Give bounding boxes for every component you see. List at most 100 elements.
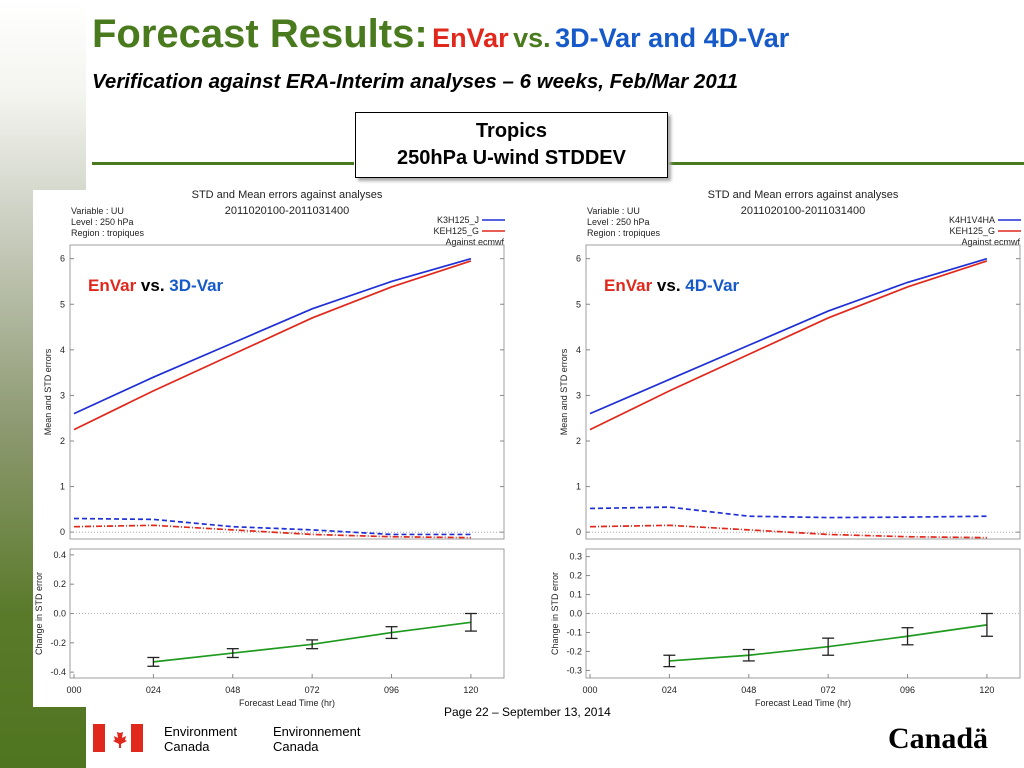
x-axis-label: Forecast Lead Time (hr) [755, 698, 851, 708]
chart-title: STD and Mean errors against analyses [708, 189, 899, 201]
comparison-label-part: 4D-Var [685, 276, 739, 295]
y-tick-label: -0.2 [566, 646, 582, 656]
x-tick-label: 096 [900, 685, 915, 695]
y-tick-label: 6 [576, 254, 581, 264]
info-line: Region : tropiques [587, 228, 661, 238]
comparison-label-part: 3D-Var [169, 276, 223, 295]
legend-label: KEH125_G [949, 226, 995, 236]
wordmark-text: Canadä [888, 722, 989, 755]
y-tick-label: 5 [60, 299, 65, 309]
y-tick-label: 3 [60, 390, 65, 400]
legend-label: K4H1V4HA [949, 215, 995, 225]
y-axis-label: Mean and STD errors [43, 348, 53, 435]
y-tick-label: 0.2 [569, 571, 582, 581]
y-tick-label: -0.3 [566, 665, 582, 675]
x-tick-label: 072 [821, 685, 836, 695]
comparison-label-part: vs. [652, 276, 685, 295]
chart-period: 2011020100-2011031400 [225, 205, 349, 217]
top-plot-frame [585, 244, 1021, 540]
y-tick-label: -0.1 [566, 627, 582, 637]
x-tick-label: 048 [225, 685, 240, 695]
y-tick-label: 0 [60, 527, 65, 537]
dept-en-line2: Canada [164, 739, 210, 754]
dept-fr-line2: Canada [273, 739, 319, 754]
comparison-label-part: vs. [136, 276, 169, 295]
info-line: Level : 250 hPa [71, 217, 134, 227]
y-tick-label: 0.0 [53, 609, 66, 619]
chart-panel-2: STD and Mean errors against analyses 2 0 1 1… [550, 189, 1021, 708]
region-label: Tropics [475, 120, 548, 142]
y-tick-label: 0.1 [569, 590, 582, 600]
x-tick-label: 000 [66, 685, 81, 695]
x-tick-label: 096 [384, 685, 399, 695]
y-tick-label: 2 [60, 436, 65, 446]
y-axis-label: Mean and STD errors [559, 348, 569, 435]
comparison-label-part: EnVar [604, 276, 653, 295]
legend-label: KEH125_G [433, 226, 479, 236]
series-line-solid [73, 257, 472, 415]
title-vs: vs. [513, 23, 551, 53]
series-line-solid [589, 257, 988, 415]
page-footer: Page 22 – September 13, 2014 [444, 705, 611, 719]
y-tick-label: 4 [576, 345, 581, 355]
y-tick-label: 0.3 [569, 552, 582, 562]
comparison-label: EnVar vs. 3D-Var [88, 276, 224, 295]
x-tick-label: 024 [662, 685, 677, 695]
series-line-dashdot [589, 524, 987, 539]
slide-title: Forecast Results: EnVar vs. 3D-Var and 4… [92, 12, 789, 57]
legend-label: Against ecmwf [445, 237, 504, 247]
department-name-fr: Environnement Canada [273, 724, 360, 754]
y-tick-label: 6 [60, 254, 65, 264]
charts-canvas: STD and Mean errors against analyses2011… [34, 189, 1021, 708]
chart-title: STD and Mean errors against analyses [192, 189, 383, 201]
canada-wordmark: Canadä [888, 722, 988, 756]
x-axis-label: Forecast Lead Time (hr) [239, 698, 335, 708]
dept-en-line1: Environment [164, 724, 237, 739]
y-tick-label: 3 [576, 390, 581, 400]
divider-right [668, 162, 1024, 165]
chart-panel-1: STD and Mean errors against analyses2011… [34, 189, 505, 708]
comparison-label-part: EnVar [88, 276, 137, 295]
divider-left [92, 162, 354, 165]
title-main: Forecast Results: [92, 12, 428, 56]
y-tick-label: 1 [576, 482, 581, 492]
y-tick-label: 0 [576, 527, 581, 537]
department-name-en: Environment Canada [164, 724, 237, 754]
series-line-dashed [73, 517, 471, 536]
info-line: Variable : UU [71, 206, 124, 216]
top-plot-frame [69, 244, 505, 540]
series-line-solid [589, 260, 988, 431]
x-tick-label: 000 [582, 685, 597, 695]
legend-label: Against ecmwf [961, 237, 1020, 247]
dept-fr-line1: Environnement [273, 724, 361, 739]
y-tick-label: -0.4 [50, 667, 66, 677]
y-tick-label: 2 [576, 436, 581, 446]
comparison-label: EnVar vs. 4D-Var [604, 276, 740, 295]
x-tick-label: 072 [305, 685, 320, 695]
y-tick-label: 5 [576, 299, 581, 309]
x-tick-label: 120 [979, 685, 994, 695]
y-tick-label: 0.2 [53, 579, 66, 589]
y-tick-label: 4 [60, 345, 65, 355]
slide-subtitle: Verification against ERA-Interim analyse… [92, 70, 739, 93]
canada-flag-icon [93, 724, 143, 752]
y-tick-label: 1 [60, 482, 65, 492]
info-line: Region : tropiques [71, 228, 145, 238]
info-line: Variable : UU [587, 206, 640, 216]
series-line-solid [73, 260, 472, 431]
region-box: Tropics 250hPa U-wind STDDEV [355, 112, 668, 178]
y-axis-label: Change in STD error [550, 572, 560, 655]
plot-background [33, 190, 1024, 707]
x-tick-label: 048 [741, 685, 756, 695]
y-axis-label: Change in STD error [34, 572, 44, 655]
legend-label: K3H125_J [437, 215, 479, 225]
x-tick-label: 024 [146, 685, 161, 695]
x-tick-label: 120 [463, 685, 478, 695]
y-tick-label: 0.4 [53, 550, 66, 560]
title-envar: EnVar [432, 23, 509, 53]
variable-label: 250hPa U-wind STDDEV [397, 147, 626, 169]
y-tick-label: 0.0 [569, 609, 582, 619]
y-tick-label: -0.2 [50, 638, 66, 648]
title-rest: 3D-Var and 4D-Var [555, 23, 790, 53]
series-line-dashed [589, 506, 987, 519]
